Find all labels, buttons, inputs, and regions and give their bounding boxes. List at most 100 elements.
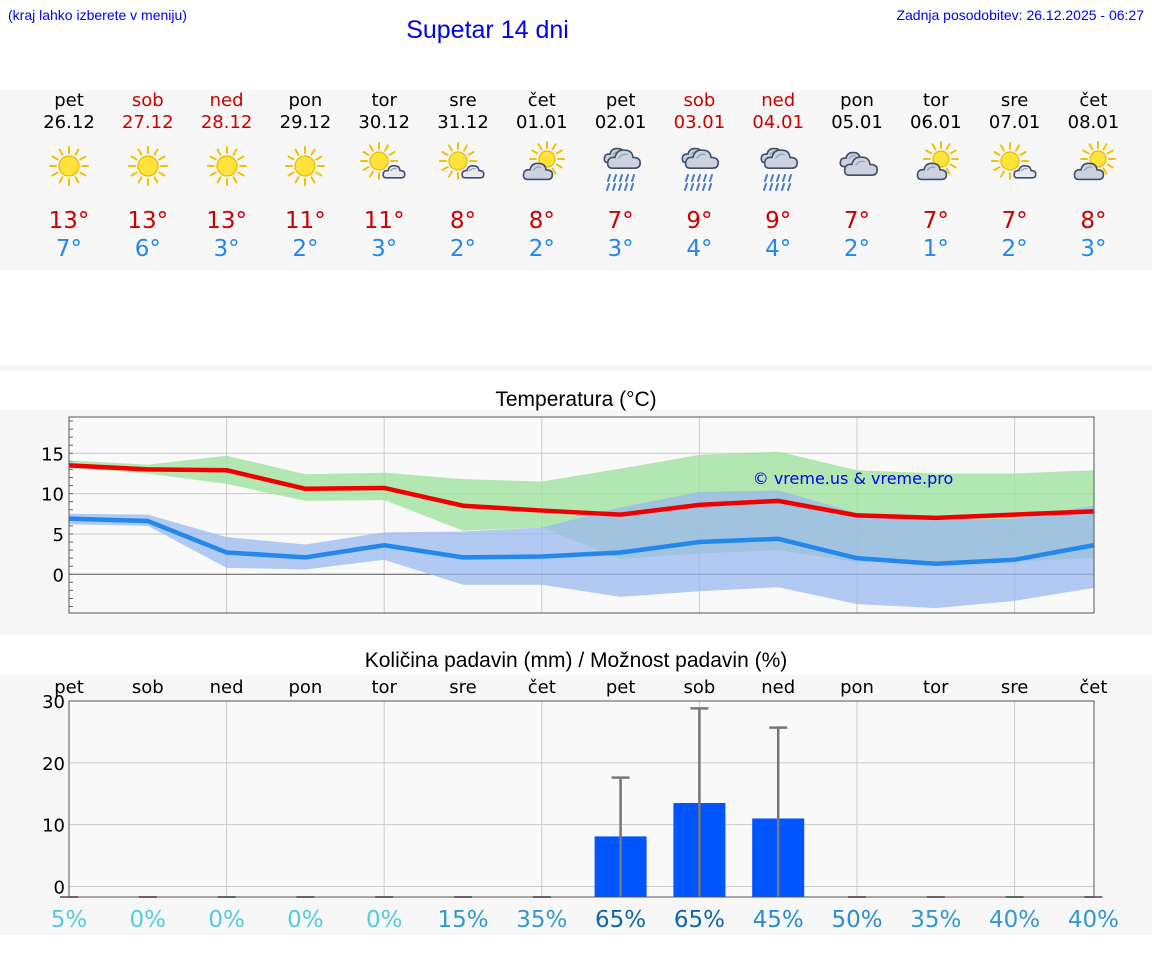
cloud-shape	[606, 149, 641, 169]
day-forecast: pet 26.12 13° 7°	[29, 90, 109, 263]
sun-disc	[448, 151, 468, 171]
day-of-week: čet	[527, 90, 556, 111]
day-forecast: čet 01.01 8° 2°	[502, 90, 582, 263]
sun-ray	[945, 143, 951, 151]
cloud-outline	[522, 162, 553, 181]
cloud-sun-icon	[1074, 141, 1117, 181]
cloud-outline	[461, 164, 485, 179]
page-title: Supetar 14 dni	[406, 16, 569, 44]
cloud-highlight	[617, 153, 628, 159]
day-date: 29.12	[279, 112, 332, 133]
sun-ray	[369, 170, 375, 178]
min-range-band	[69, 490, 1094, 609]
cloud-highlight	[532, 166, 542, 171]
day-date: 03.01	[673, 112, 726, 133]
sun-disc	[932, 150, 950, 168]
day-forecast: ned 04.01 9° 4°	[738, 90, 818, 263]
day-forecast: pon 05.01 7° 2°	[817, 90, 897, 263]
rain-drop	[697, 174, 702, 182]
sun-ray	[1106, 149, 1115, 155]
precipitation-probability-label: 15%	[437, 907, 488, 933]
day-of-week: pet	[54, 90, 84, 111]
sun-ray	[79, 171, 87, 177]
min-temp: 2°	[843, 236, 871, 262]
min-temperature-line	[68, 516, 1094, 567]
rain-drop	[787, 183, 792, 191]
sun-ray	[51, 171, 59, 177]
cloud-shape	[522, 162, 553, 181]
min-temp: 3°	[213, 236, 240, 262]
day-date: 28.12	[200, 112, 253, 133]
sun-ray	[130, 171, 138, 177]
sun-ray	[537, 143, 543, 151]
precipitation-day-label: ned	[210, 677, 244, 698]
cloud-shape	[685, 149, 720, 169]
sun-ray	[945, 167, 951, 175]
day-of-week: ned	[209, 90, 244, 111]
sun-disc	[137, 155, 159, 177]
max-temp: 13°	[206, 208, 247, 234]
sun-ray	[993, 151, 1001, 156]
rain-drop	[623, 183, 628, 191]
day-of-week: sob	[683, 90, 716, 111]
sun-small-cloud-icon	[360, 142, 406, 180]
precipitation-probability-label: 35%	[910, 907, 961, 933]
rain-cloud-icon	[603, 147, 641, 191]
min-temp: 6°	[134, 236, 161, 262]
sun-ray	[130, 155, 138, 161]
cloud-sun-icon	[522, 141, 565, 181]
rain-drop	[788, 174, 793, 182]
sun-ray	[1102, 167, 1108, 175]
sun-small-cloud-icon	[990, 142, 1037, 180]
precipitation-probability-label: 40%	[989, 907, 1040, 933]
day-forecast: ned 28.12 13° 3°	[187, 90, 267, 263]
precipitation-probability-label: 5%	[51, 907, 88, 933]
rain-drop	[709, 174, 714, 182]
sun-disc	[294, 155, 316, 177]
day-of-week: sob	[131, 90, 164, 111]
precipitation-day-label: čet	[528, 677, 556, 698]
sun-ray	[555, 149, 563, 155]
rain-drop	[685, 174, 690, 182]
sun-ray	[232, 176, 238, 184]
rain-drop	[691, 174, 696, 182]
cloud-highlight	[855, 160, 865, 166]
day-forecast: tor 06.01 7° 1°	[896, 90, 976, 263]
day-date: 07.01	[988, 112, 1041, 133]
rain-drop	[770, 174, 775, 182]
sun-ray	[551, 167, 557, 175]
max-temp: 9°	[765, 208, 792, 234]
sun-ray	[236, 171, 245, 177]
precipitation-probability-label: 65%	[674, 907, 725, 933]
sun-ray	[287, 171, 296, 177]
sun-icon	[206, 146, 247, 186]
max-temp: 13°	[127, 208, 169, 234]
temperature-plot-border	[68, 416, 1095, 614]
precipitation-plot-border	[68, 700, 1095, 898]
day-date: 08.01	[1067, 112, 1120, 133]
sun-ray	[993, 166, 1001, 171]
sun-ray	[209, 171, 217, 177]
day-date: 05.01	[831, 112, 883, 133]
precipitation-probability-label: 0%	[208, 907, 245, 933]
sun-disc	[58, 155, 80, 177]
location-hint-link[interactable]: (kraj lahko izberete v meniju)	[8, 7, 187, 23]
sun-ray	[448, 170, 453, 178]
rain-drop	[630, 174, 635, 182]
sun-ray	[310, 176, 316, 184]
precipitation-day-label: sob	[132, 677, 164, 698]
max-temp: 11°	[285, 208, 326, 234]
sun-disc	[215, 155, 238, 177]
max-temp: 7°	[922, 208, 949, 234]
rain-drop	[629, 183, 634, 191]
min-temp: 3°	[1080, 236, 1107, 262]
cloud-shape	[916, 162, 947, 181]
precipitation-chart-title: Količina padavin (mm) / Možnost padavin …	[364, 649, 788, 672]
sun-ray	[310, 148, 316, 156]
sun-icon	[127, 146, 168, 186]
sun-ray	[153, 148, 159, 156]
cloud-outline	[843, 156, 879, 176]
cloud-shape	[1074, 162, 1105, 181]
day-date: 27.12	[122, 112, 174, 133]
precipitation-probability-label: 0%	[287, 907, 324, 933]
